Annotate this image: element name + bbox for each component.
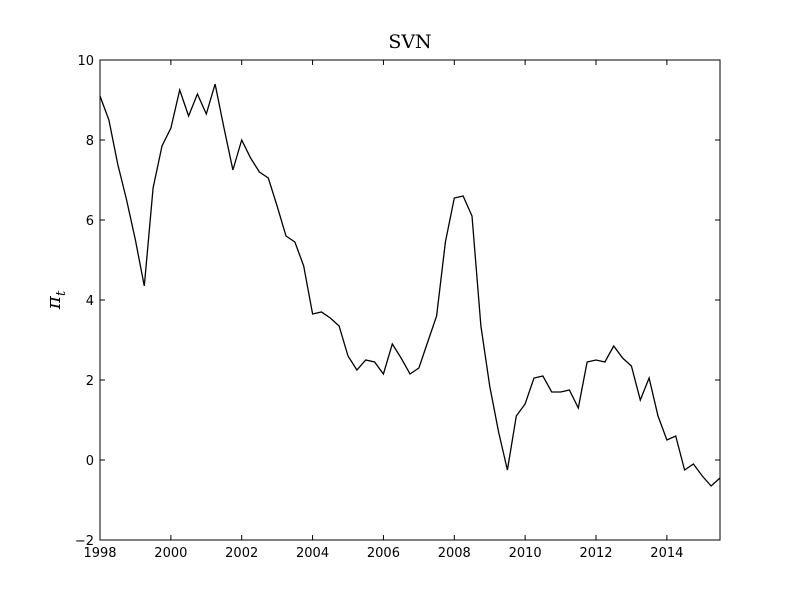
y-tick-label: 8	[86, 134, 94, 149]
y-tick-label: 0	[86, 454, 94, 469]
y-tick-label: 4	[86, 294, 94, 309]
chart-title: SVN	[388, 31, 431, 53]
y-tick-label: 10	[77, 54, 94, 69]
x-tick-label: 2000	[154, 546, 187, 561]
series-line	[99, 83, 721, 487]
y-tick-label: 6	[86, 214, 94, 229]
y-axis: −2 0 2 4 6 8 10	[75, 54, 720, 549]
x-tick-label: 2004	[296, 546, 329, 561]
x-axis: 1998 2000 2002 2004 2006 2008 2010 2012 2014	[83, 60, 683, 561]
x-tick-label: 2006	[367, 546, 400, 561]
x-tick-label: 1998	[83, 546, 116, 561]
y-tick-label: 2	[86, 374, 94, 389]
y-tick-label: −2	[75, 534, 94, 549]
x-tick-label: 2010	[509, 546, 542, 561]
x-tick-label: 2014	[650, 546, 683, 561]
y-axis-label: πt	[41, 290, 69, 310]
x-tick-label: 2002	[225, 546, 258, 561]
x-tick-label: 2008	[438, 546, 471, 561]
x-tick-label: 2012	[579, 546, 612, 561]
plot-area	[100, 60, 720, 540]
